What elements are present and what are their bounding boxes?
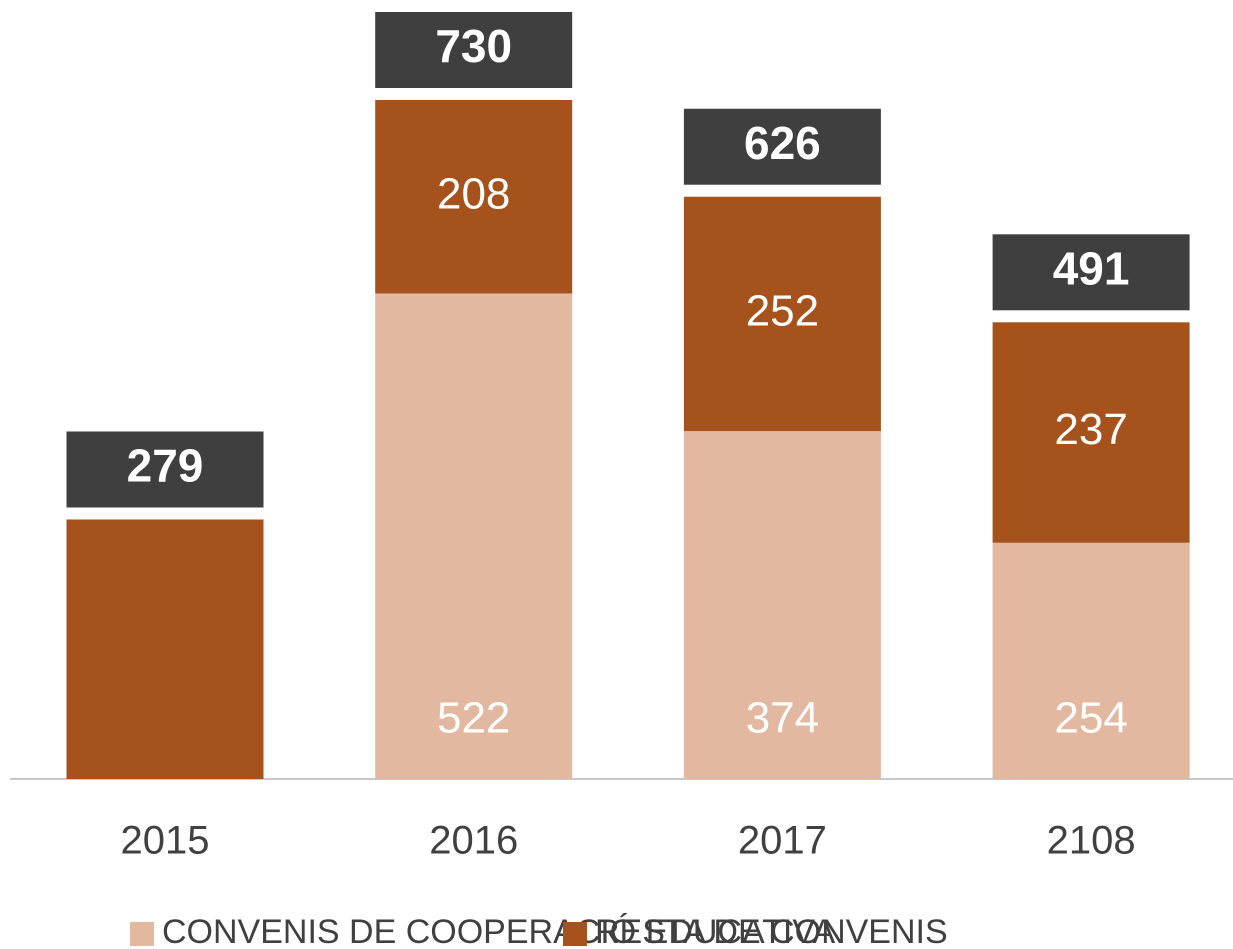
total-box [375, 12, 573, 88]
bar-segment [375, 100, 573, 294]
x-tick-label: 2015 [121, 819, 210, 863]
legend-swatch [130, 922, 154, 946]
bar-segment [375, 293, 573, 779]
segment-label: 254 [1054, 694, 1127, 743]
legend-label: RESTA DE CONVENIS [595, 913, 948, 949]
legend-label: CONVENIS DE COOPERACIÓ EDUCATIVA [162, 913, 835, 949]
segment-label: 374 [746, 694, 819, 743]
segment-label: 522 [437, 694, 510, 743]
segment-label: 208 [437, 169, 510, 218]
bar-segment [66, 519, 264, 779]
segment-label: 252 [746, 287, 819, 336]
total-box [992, 234, 1190, 311]
total-label: 730 [435, 20, 512, 72]
x-tick-label: 2108 [1047, 819, 1136, 863]
x-tick-label: 2017 [738, 819, 827, 863]
bar-segment [992, 322, 1190, 543]
total-label: 491 [1053, 242, 1130, 294]
bar-segment [683, 431, 881, 779]
x-tick-label: 2016 [429, 819, 518, 863]
total-label: 279 [127, 440, 204, 492]
legend-swatch [563, 922, 587, 946]
total-box [683, 108, 881, 185]
total-label: 626 [744, 117, 821, 169]
segment-label: 237 [1054, 405, 1127, 454]
bar-segment [992, 542, 1190, 779]
total-box [66, 431, 264, 508]
bar-segment [683, 196, 881, 432]
